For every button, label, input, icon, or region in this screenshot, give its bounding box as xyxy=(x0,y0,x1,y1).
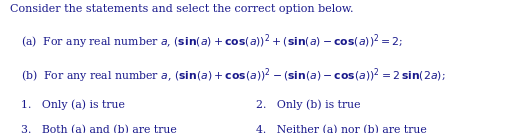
Text: Consider the statements and select the correct option below.: Consider the statements and select the c… xyxy=(10,4,354,14)
Text: 2.   Only (b) is true: 2. Only (b) is true xyxy=(256,100,361,110)
Text: 4.   Neither (a) nor (b) are true: 4. Neither (a) nor (b) are true xyxy=(256,125,427,133)
Text: 1.   Only (a) is true: 1. Only (a) is true xyxy=(21,100,124,110)
Text: (a)  For any real number $a$, $(\mathbf{sin}(a) + \mathbf{cos}(a))^2 + (\mathbf{: (a) For any real number $a$, $(\mathbf{s… xyxy=(21,32,403,51)
Text: (b)  For any real number $a$, $(\mathbf{sin}(a) + \mathbf{cos}(a))^2 - (\mathbf{: (b) For any real number $a$, $(\mathbf{s… xyxy=(21,66,445,85)
Text: 3.   Both (a) and (b) are true: 3. Both (a) and (b) are true xyxy=(21,125,176,133)
